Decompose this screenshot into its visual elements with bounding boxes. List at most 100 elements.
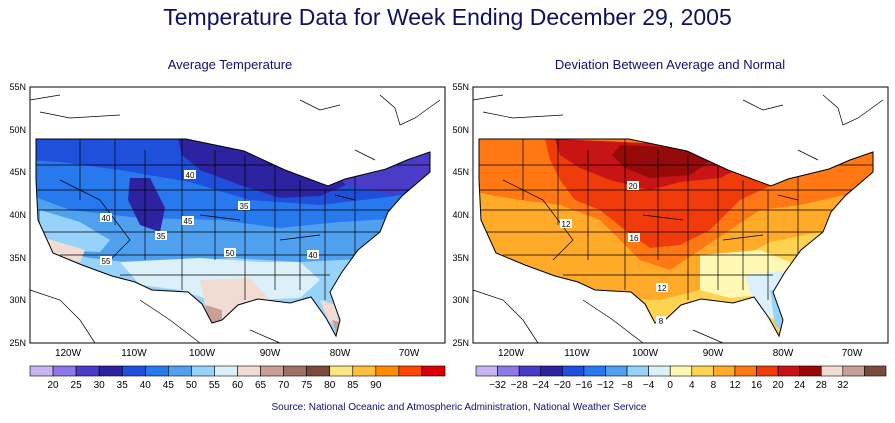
- lon-label: 110W: [564, 348, 590, 359]
- lat-label: 35N: [452, 253, 469, 263]
- lon-label: 100W: [632, 348, 659, 359]
- right-coastlines: [472, 94, 884, 344]
- contour-label: 12: [658, 284, 667, 293]
- right-legend-swatch: [605, 365, 628, 377]
- right-legend-label: −8: [621, 380, 633, 391]
- left-legend-swatch: [144, 365, 169, 377]
- right-legend-label: 4: [689, 380, 695, 391]
- lat-label: 55N: [452, 82, 469, 92]
- contour-label: 50: [226, 249, 235, 258]
- lat-label: 40N: [9, 210, 26, 220]
- right-legend-label: −16: [575, 380, 592, 391]
- right-legend-label: −4: [643, 380, 655, 391]
- lat-label: 25N: [9, 338, 26, 348]
- lon-label: 100W: [189, 348, 216, 359]
- left-legend-label: 45: [163, 380, 175, 391]
- lat-label: 30N: [452, 295, 469, 305]
- left-legend-label: 80: [324, 380, 336, 391]
- left-legend-label: 55: [209, 380, 221, 391]
- lon-label: 120W: [55, 348, 82, 359]
- left-legend-swatch: [329, 365, 354, 377]
- lon-label: 80W: [773, 348, 794, 359]
- left-legend-label: 75: [301, 380, 313, 391]
- lon-label: 110W: [121, 348, 147, 359]
- right-legend-label: 28: [816, 380, 828, 391]
- right-legend-label: 20: [773, 380, 785, 391]
- lon-label: 90W: [260, 348, 281, 359]
- lat-label: 45N: [9, 167, 26, 177]
- left-legend-swatch: [75, 365, 100, 377]
- right-legend-swatch: [562, 365, 585, 377]
- right-legend-swatch: [518, 365, 542, 377]
- left-legend-swatch: [352, 365, 377, 377]
- lon-label: 70W: [399, 348, 420, 359]
- right-latitude-labels: 55N 50N 45N 40N 35N 30N 25N: [452, 82, 469, 348]
- right-legend-label: −12: [597, 380, 614, 391]
- right-legend-swatch: [669, 365, 693, 377]
- left-legend: 20 25 30 35 40 45 50 55 60 65 70 75 80 85 90: [29, 365, 446, 391]
- right-legend: −32 −28 −24 −20 −16 −12 −8 −4 0 4 8 12 16 20 24 28 32: [475, 365, 887, 391]
- left-legend-swatch: [52, 365, 77, 377]
- right-state-borders: [479, 139, 873, 300]
- left-contour-labels: 40 35 40 45 35 50 40 55: [100, 170, 319, 266]
- right-legend-label: −24: [532, 380, 549, 391]
- lon-label: 80W: [330, 348, 351, 359]
- left-map-title: Average Temperature: [167, 57, 293, 72]
- left-legend-label: 65: [255, 380, 267, 391]
- left-latitude-labels: 55N 50N 45N 40N 35N 30N 25N: [9, 82, 26, 348]
- contour-label: 16: [630, 234, 639, 243]
- left-coastlines: [29, 94, 441, 344]
- right-legend-swatch: [648, 365, 671, 377]
- lon-label: 120W: [498, 348, 525, 359]
- contour-label: 55: [102, 257, 111, 266]
- source-credit: Source: National Oceanic and Atmospheric…: [271, 402, 647, 413]
- contour-label: 45: [184, 217, 193, 226]
- right-legend-swatch: [820, 365, 844, 377]
- contour-label: 20: [629, 182, 638, 191]
- lon-label: 90W: [703, 348, 724, 359]
- left-legend-swatch: [29, 365, 54, 377]
- right-legend-label: 16: [751, 380, 763, 391]
- left-legend-swatch: [191, 365, 215, 377]
- right-us-outline: [478, 138, 874, 338]
- left-state-borders: [36, 139, 430, 300]
- left-legend-swatch: [260, 365, 284, 377]
- right-legend-swatch: [475, 365, 498, 377]
- left-legend-swatch: [237, 365, 261, 377]
- left-legend-swatch: [121, 365, 146, 377]
- right-contour-labels: 20 12 16 12 8: [560, 181, 668, 326]
- left-legend-swatch: [398, 365, 423, 377]
- left-legend-label: 40: [140, 380, 152, 391]
- right-legend-swatch: [756, 365, 779, 377]
- left-legend-label: 70: [278, 380, 290, 391]
- left-legend-swatch: [168, 365, 192, 377]
- right-legend-label: 12: [729, 380, 741, 391]
- contour-label: 35: [157, 232, 166, 241]
- right-map: 55N 50N 45N 40N 35N 30N 25N 120W 110W 10…: [452, 82, 889, 391]
- lat-label: 50N: [452, 125, 469, 135]
- right-legend-label: −32: [489, 380, 506, 391]
- left-legend-label: 20: [47, 380, 59, 391]
- right-longitude-labels: 120W 110W 100W 90W 80W 70W: [498, 348, 863, 359]
- right-legend-label: −28: [511, 380, 528, 391]
- right-legend-label: 32: [837, 380, 849, 391]
- left-legend-swatch: [214, 365, 238, 377]
- right-legend-swatch: [626, 365, 649, 377]
- right-legend-swatch: [583, 365, 606, 377]
- right-legend-swatch: [777, 365, 800, 377]
- right-legend-swatch: [713, 365, 736, 377]
- main-title: Temperature Data for Week Ending Decembe…: [163, 4, 732, 30]
- left-map: 55N 50N 45N 40N 35N 30N 25N 120W 110W 10…: [9, 82, 446, 391]
- left-legend-swatch: [421, 365, 446, 377]
- left-longitude-labels: 120W 110W 100W 90W 80W 70W: [55, 348, 420, 359]
- contour-label: 8: [659, 317, 664, 326]
- right-legend-swatch: [842, 365, 865, 377]
- contour-label: 40: [186, 171, 195, 180]
- left-legend-label: 30: [94, 380, 106, 391]
- lat-label: 45N: [452, 167, 469, 177]
- lat-label: 35N: [9, 253, 26, 263]
- right-legend-label: 0: [667, 380, 673, 391]
- contour-label: 40: [309, 251, 318, 260]
- left-legend-label: 50: [186, 380, 198, 391]
